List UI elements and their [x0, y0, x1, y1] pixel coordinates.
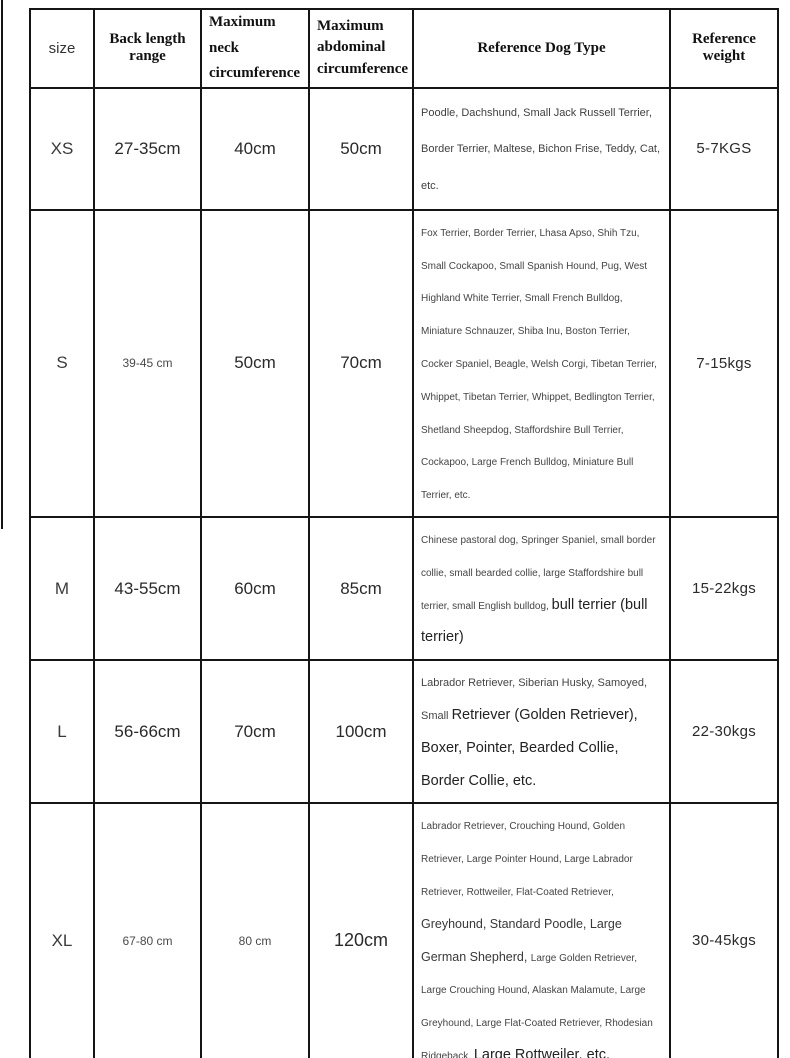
back-length-cell: 67-80 cm — [94, 803, 201, 1058]
neck-cell: 60cm — [201, 517, 309, 660]
reference-dog-type-cell: Fox Terrier, Border Terrier, Lhasa Apso,… — [413, 210, 670, 517]
header-size: size — [30, 9, 94, 88]
abdominal-cell: 50cm — [309, 88, 413, 210]
dog-type-text: Retriever (Golden Retriever), Boxer, Poi… — [421, 707, 638, 789]
dog-type-text: Large Golden Retriever, Large Crouching … — [421, 953, 653, 1058]
reference-weight-cell: 22-30kgs — [670, 660, 778, 803]
header-neck-circumference: Maximum neck circumference — [201, 9, 309, 88]
dog-type-text: Poodle, Dachshund, Small Jack Russell Te… — [421, 107, 660, 193]
header-row: size Back length range Maximum neck circ… — [30, 9, 778, 88]
size-cell: M — [30, 517, 94, 660]
header-reference-dog-type: Reference Dog Type — [413, 9, 670, 88]
reference-dog-type-cell: Labrador Retriever, Crouching Hound, Gol… — [413, 803, 670, 1058]
reference-weight-cell: 15-22kgs — [670, 517, 778, 660]
reference-dog-type-cell: Chinese pastoral dog, Springer Spaniel, … — [413, 517, 670, 660]
back-length-cell: 27-35cm — [94, 88, 201, 210]
dog-type-text: Fox Terrier, Border Terrier, Lhasa Apso,… — [421, 228, 657, 501]
neck-cell: 80 cm — [201, 803, 309, 1058]
size-cell: XL — [30, 803, 94, 1058]
header-back-length: Back length range — [94, 9, 201, 88]
neck-cell: 50cm — [201, 210, 309, 517]
abdominal-cell: 85cm — [309, 517, 413, 660]
reference-weight-cell: 7-15kgs — [670, 210, 778, 517]
reference-weight-cell: 30-45kgs — [670, 803, 778, 1058]
size-cell: XS — [30, 88, 94, 210]
abdominal-cell: 70cm — [309, 210, 413, 517]
size-cell: L — [30, 660, 94, 803]
abdominal-cell: 100cm — [309, 660, 413, 803]
header-reference-weight: Reference weight — [670, 9, 778, 88]
neck-cell: 70cm — [201, 660, 309, 803]
abdominal-cell: 120cm — [309, 803, 413, 1058]
dog-type-text: Labrador Retriever, Crouching Hound, Gol… — [421, 821, 633, 898]
reference-weight-cell: 5-7KGS — [670, 88, 778, 210]
size-chart-header: size Back length range Maximum neck circ… — [30, 9, 778, 88]
neck-cell: 40cm — [201, 88, 309, 210]
reference-dog-type-cell: Labrador Retriever, Siberian Husky, Samo… — [413, 660, 670, 803]
size-cell: S — [30, 210, 94, 517]
back-length-cell: 39-45 cm — [94, 210, 201, 517]
dog-type-text: Large Rottweiler, etc. — [474, 1047, 610, 1058]
reference-dog-type-cell: Poodle, Dachshund, Small Jack Russell Te… — [413, 88, 670, 210]
back-length-cell: 43-55cm — [94, 517, 201, 660]
back-length-cell: 56-66cm — [94, 660, 201, 803]
page-left-border-line — [1, 0, 3, 529]
dog-size-chart-table: size Back length range Maximum neck circ… — [29, 8, 779, 1058]
header-abdominal-circumference: Maximum abdominal circumference — [309, 9, 413, 88]
